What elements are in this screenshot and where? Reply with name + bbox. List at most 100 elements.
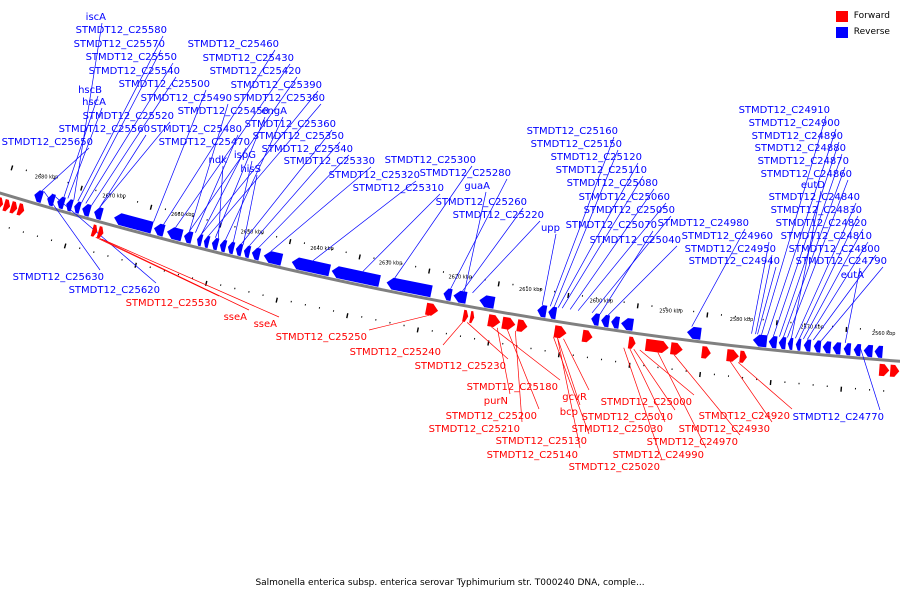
forward-gene-label: STMDT12_C25250 bbox=[276, 332, 367, 343]
kbp-label: 2680 kbp bbox=[35, 174, 59, 180]
reverse-gene-label: STMDT12_C24870 bbox=[758, 156, 849, 167]
reverse-gene-label: STMDT12_C25460 bbox=[188, 39, 279, 50]
forward-gene-label: STMDT12_C24970 bbox=[647, 437, 738, 448]
scale-tick bbox=[699, 371, 702, 378]
forward-leader-line bbox=[368, 314, 430, 331]
reverse-gene-label: STMDT12_C25360 bbox=[245, 119, 336, 130]
reverse-gene-arrow bbox=[94, 207, 104, 220]
reverse-gene-label: eutA bbox=[841, 270, 864, 281]
forward-leader-line bbox=[95, 237, 220, 297]
forward-gene-arrow bbox=[2, 199, 11, 212]
reverse-leader-line bbox=[394, 165, 473, 279]
reverse-leader-line bbox=[312, 180, 417, 261]
reverse-leader-line bbox=[561, 175, 644, 309]
forward-leader-line bbox=[557, 337, 581, 449]
reverse-gene-arrow bbox=[621, 318, 634, 331]
reverse-leader-line bbox=[464, 191, 487, 292]
reverse-leader-line bbox=[599, 230, 654, 315]
forward-gene-arrow bbox=[878, 363, 890, 377]
reverse-leader-line bbox=[67, 107, 103, 199]
kbp-label: 2670 kbp bbox=[102, 194, 126, 200]
reverse-gene-arrow bbox=[832, 342, 842, 355]
forward-leader-line bbox=[629, 348, 666, 423]
forward-leader-line bbox=[657, 352, 707, 449]
forward-gene-label: STMDT12_C25130 bbox=[496, 436, 587, 447]
forward-leader-line bbox=[491, 326, 561, 381]
forward-leader-line bbox=[496, 327, 511, 395]
reverse-leader-line bbox=[43, 191, 101, 271]
forward-gene-label: purN bbox=[484, 396, 508, 407]
reverse-leader-line bbox=[783, 166, 846, 338]
legend-item-reverse: Reverse bbox=[835, 24, 890, 40]
reverse-gene-arrow bbox=[611, 316, 620, 329]
reverse-gene-arrow bbox=[57, 196, 66, 210]
reverse-gene-arrow bbox=[768, 336, 778, 349]
forward-gene-label: gcvR bbox=[562, 392, 587, 403]
reverse-gene-label: STMDT12_C24860 bbox=[761, 169, 852, 180]
reverse-gene-label: STMDT12_C25320 bbox=[329, 170, 420, 181]
scale-ticks bbox=[8, 165, 889, 392]
gene-labels: iscA STMDT12_C25580 STMDT12_C25570 STMDT12_… bbox=[2, 12, 887, 473]
reverse-gene-label: hscB bbox=[78, 85, 102, 96]
reverse-leader-line bbox=[99, 121, 171, 208]
reverse-gene-arrow bbox=[66, 199, 74, 212]
forward-leader-line bbox=[639, 349, 695, 396]
reverse-gene-arrow bbox=[74, 201, 82, 214]
reverse-gene-label: STMDT12_C24880 bbox=[755, 143, 846, 154]
forward-gene-label: STMDT12_C25240 bbox=[350, 347, 441, 358]
kbp-label: 2580 kbp bbox=[730, 317, 754, 323]
reverse-leader-line bbox=[270, 166, 372, 252]
reverse-gene-label: STMDT12_C25260 bbox=[436, 197, 527, 208]
forward-gene-arrow bbox=[9, 201, 18, 214]
reverse-gene-label: STMDT12_C24790 bbox=[796, 256, 887, 267]
reverse-leader-line bbox=[99, 134, 147, 208]
reverse-gene-arrow bbox=[203, 235, 211, 249]
reverse-leader-line bbox=[163, 49, 276, 225]
reverse-gene-label: STMDT12_C25540 bbox=[89, 66, 180, 77]
kbp-label: 2630 kbp bbox=[379, 261, 403, 267]
reverse-gene-arrow bbox=[47, 193, 56, 207]
forward-gene-arrow bbox=[0, 197, 4, 208]
forward-gene-label: STMDT12_C25200 bbox=[446, 411, 537, 422]
reverse-leader-line bbox=[813, 254, 877, 341]
reverse-gene-arrow bbox=[443, 288, 453, 301]
reverse-leader-line bbox=[472, 220, 541, 294]
reverse-leader-line bbox=[41, 147, 90, 192]
reverse-gene-label: STMDT12_C25220 bbox=[453, 210, 544, 221]
forward-leader-line bbox=[514, 330, 523, 423]
reverse-leader-line bbox=[577, 202, 667, 311]
forward-gene-arrow bbox=[889, 364, 900, 377]
forward-leader-line bbox=[101, 238, 280, 318]
forward-gene-label: STMDT12_C25230 bbox=[415, 361, 506, 372]
reverse-leader-line bbox=[218, 165, 224, 239]
reverse-gene-arrow bbox=[251, 247, 262, 261]
reverse-leader-line bbox=[257, 154, 350, 249]
reverse-gene-label: iscA bbox=[86, 12, 106, 23]
reverse-gene-label: STMDT12_C25520 bbox=[83, 111, 174, 122]
reverse-gene-arrow bbox=[479, 295, 496, 309]
forward-leader-line bbox=[553, 337, 590, 435]
forward-leader-line bbox=[557, 337, 581, 406]
reverse-gene-label: hisS bbox=[240, 164, 261, 175]
scale-tick bbox=[358, 254, 361, 260]
reverse-gene-label: STMDT12_C25650 bbox=[2, 137, 93, 148]
reverse-gene-label: STMDT12_C25070 bbox=[566, 220, 657, 231]
reverse-gene-label: STMDT12_C24830 bbox=[771, 205, 862, 216]
reverse-leader-line bbox=[225, 116, 284, 241]
reverse-gene-label: STMDT12_C25280 bbox=[420, 168, 511, 179]
reverse-leader-line bbox=[549, 136, 615, 307]
kbp-label: 2660 kbp bbox=[171, 212, 195, 218]
scale-tick bbox=[497, 281, 500, 287]
reverse-gene-arrow bbox=[154, 223, 166, 237]
forward-gene-arrow bbox=[553, 325, 567, 339]
scale-tick bbox=[706, 312, 709, 318]
reverse-leader-line bbox=[761, 115, 827, 335]
reverse-gene-arrow bbox=[197, 234, 204, 247]
legend: Forward Reverse bbox=[835, 8, 890, 40]
reverse-gene-arrow bbox=[211, 237, 220, 251]
leader-lines bbox=[41, 22, 884, 461]
reverse-gene-arrow bbox=[752, 334, 768, 348]
reverse-gene-label: STMDT12_C25380 bbox=[234, 93, 325, 104]
kbp-label: 2640 kbp bbox=[310, 246, 334, 252]
forward-gene-arrow bbox=[487, 314, 501, 328]
